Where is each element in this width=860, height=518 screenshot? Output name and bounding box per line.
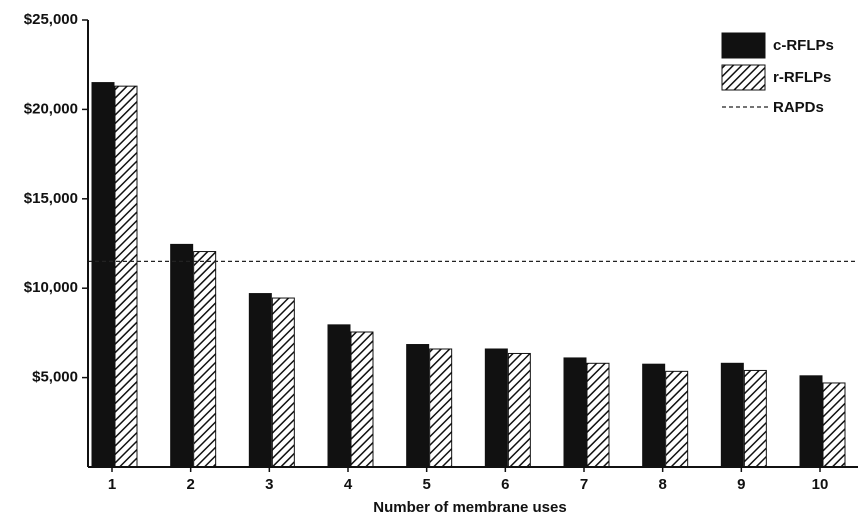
legend-label: RAPDs <box>773 99 824 116</box>
bar <box>484 348 508 468</box>
y-tick-label: $15,000 <box>24 190 78 207</box>
bar <box>563 357 587 468</box>
y-tick-label: $5,000 <box>32 369 78 386</box>
y-tick-label: $10,000 <box>24 279 78 296</box>
legend-swatch <box>721 64 766 91</box>
legend-swatch <box>721 32 766 59</box>
bar <box>406 344 430 468</box>
bar <box>271 297 295 468</box>
bar <box>248 293 272 468</box>
bar <box>720 362 744 468</box>
bar <box>327 324 351 468</box>
legend-label: r-RFLPs <box>773 69 831 86</box>
x-tick-label: 9 <box>737 476 745 493</box>
bar <box>665 370 689 468</box>
bar <box>91 82 115 468</box>
bar <box>429 348 453 468</box>
y-tick-label: $20,000 <box>24 100 78 117</box>
bar <box>822 382 846 468</box>
bar <box>799 375 823 468</box>
x-tick-label: 3 <box>265 476 273 493</box>
x-tick-label: 1 <box>108 476 116 493</box>
legend-label: c-RFLPs <box>773 37 834 54</box>
bar <box>743 369 767 468</box>
x-tick-label: 6 <box>501 476 509 493</box>
bar <box>507 352 531 468</box>
x-tick-label: 2 <box>186 476 194 493</box>
bar <box>642 363 666 468</box>
bar <box>170 243 194 468</box>
x-tick-label: 4 <box>344 476 353 493</box>
bar <box>350 331 374 468</box>
x-tick-label: 10 <box>812 476 829 493</box>
x-tick-label: 8 <box>658 476 666 493</box>
bar <box>193 251 217 468</box>
y-tick-label: $25,000 <box>24 11 78 28</box>
x-axis-title: Number of membrane uses <box>373 499 566 516</box>
x-tick-label: 7 <box>580 476 588 493</box>
bar <box>114 85 138 468</box>
bar <box>586 362 610 468</box>
x-tick-label: 5 <box>422 476 430 493</box>
